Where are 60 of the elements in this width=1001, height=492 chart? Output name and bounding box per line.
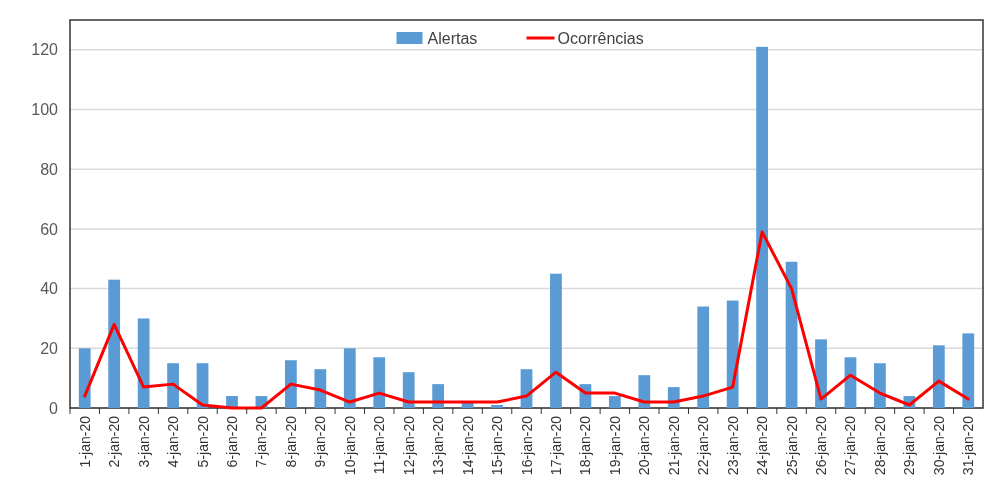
bar bbox=[638, 375, 651, 408]
y-tick-label: 120 bbox=[31, 41, 59, 59]
x-tick-label: 30-jan-20 bbox=[930, 415, 947, 476]
legend-label: Alertas bbox=[427, 29, 478, 47]
bar bbox=[756, 46, 768, 408]
x-tick-label: 11-jan-20 bbox=[371, 415, 388, 475]
x-tick-label: 23-jan-20 bbox=[724, 415, 741, 476]
x-tick-label: 17-jan-20 bbox=[547, 415, 564, 476]
bar bbox=[697, 306, 710, 408]
y-tick-label: 80 bbox=[40, 160, 59, 178]
x-tick-label: 10-jan-20 bbox=[341, 415, 358, 476]
x-tick-label: 15-jan-20 bbox=[489, 415, 506, 476]
bar bbox=[314, 369, 327, 408]
x-tick-label: 5-jan-20 bbox=[194, 415, 211, 468]
bar bbox=[167, 363, 179, 408]
y-tick-label: 60 bbox=[40, 220, 59, 238]
x-tick-label: 1-jan-20 bbox=[76, 415, 93, 468]
x-tick-label: 13-jan-20 bbox=[430, 415, 447, 476]
x-tick-label: 14-jan-20 bbox=[459, 415, 476, 476]
x-tick-label: 28-jan-20 bbox=[871, 415, 888, 476]
y-tick-label: 40 bbox=[40, 280, 59, 298]
y-tick-label: 0 bbox=[49, 399, 59, 417]
x-tick-label: 18-jan-20 bbox=[577, 415, 594, 476]
x-tick-label: 21-jan-20 bbox=[665, 415, 682, 476]
x-tick-label: 6-jan-20 bbox=[223, 415, 240, 468]
bar bbox=[373, 357, 386, 408]
x-tick-label: 29-jan-20 bbox=[901, 415, 918, 476]
bar bbox=[962, 333, 975, 408]
bar bbox=[137, 318, 150, 408]
bar bbox=[402, 372, 415, 408]
x-tick-label: 20-jan-20 bbox=[636, 415, 653, 476]
x-tick-label: 16-jan-20 bbox=[518, 415, 535, 476]
x-tick-label: 12-jan-20 bbox=[400, 415, 417, 476]
bar bbox=[108, 279, 121, 408]
bar bbox=[491, 405, 503, 408]
x-tick-label: 26-jan-20 bbox=[813, 415, 830, 476]
bar bbox=[550, 273, 562, 408]
bar bbox=[343, 348, 356, 408]
x-tick-label: 24-jan-20 bbox=[754, 415, 771, 476]
y-tick-label: 100 bbox=[31, 101, 59, 119]
bar bbox=[932, 345, 945, 408]
y-tick-label: 20 bbox=[40, 339, 59, 357]
legend-label: Ocorrências bbox=[557, 29, 644, 47]
bar bbox=[726, 300, 739, 408]
x-tick-label: 9-jan-20 bbox=[312, 415, 329, 468]
x-tick-label: 7-jan-20 bbox=[253, 415, 270, 468]
x-tick-label: 31-jan-20 bbox=[960, 415, 977, 476]
x-tick-label: 22-jan-20 bbox=[695, 415, 712, 476]
x-tick-label: 8-jan-20 bbox=[282, 415, 299, 468]
line-series bbox=[83, 230, 970, 410]
bar bbox=[285, 360, 297, 408]
x-tick-label: 2-jan-20 bbox=[106, 415, 123, 468]
bar bbox=[78, 348, 91, 408]
bar bbox=[874, 363, 886, 408]
x-tick-label: 3-jan-20 bbox=[135, 415, 152, 468]
x-tick-label: 19-jan-20 bbox=[606, 415, 623, 476]
x-tick-label: 4-jan-20 bbox=[165, 415, 182, 468]
x-tick-label: 27-jan-20 bbox=[842, 415, 859, 476]
bar bbox=[608, 396, 621, 408]
x-tick-label: 25-jan-20 bbox=[783, 415, 800, 476]
